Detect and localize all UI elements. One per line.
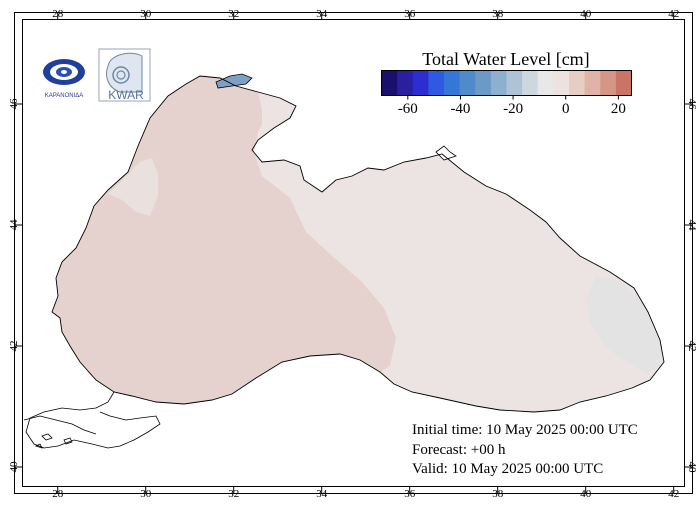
colorbar-cell bbox=[615, 70, 632, 96]
colorbar-cell bbox=[506, 70, 523, 96]
lat-label-left: 42 bbox=[8, 341, 20, 352]
colorbar-cells bbox=[381, 70, 632, 96]
lon-label-top: 38 bbox=[492, 8, 504, 20]
lat-label-right: 40 bbox=[686, 462, 698, 474]
lon-label-bottom: 40 bbox=[580, 488, 592, 500]
lat-label-right: 44 bbox=[686, 220, 698, 232]
sea-surface bbox=[52, 73, 664, 412]
lon-label-top: 30 bbox=[140, 8, 152, 20]
latitude-labels-right: 40 42 44 46 bbox=[686, 99, 698, 474]
colorbar-cell bbox=[381, 70, 398, 96]
longitude-labels-bottom: 28 30 32 34 36 38 40 42 bbox=[52, 488, 679, 500]
colorbar-cell bbox=[428, 70, 445, 96]
logo-right-text: KWAR bbox=[108, 88, 144, 102]
colorbar: Total Water Level [cm] -60 -40 -20 0 20 bbox=[381, 49, 632, 117]
lon-label-bottom: 38 bbox=[492, 488, 504, 500]
colorbar-cell bbox=[522, 70, 539, 96]
colorbar-cell bbox=[537, 70, 554, 96]
colorbar-label: 0 bbox=[562, 101, 570, 117]
lat-label-left: 40 bbox=[8, 461, 20, 473]
lon-label-bottom: 32 bbox=[228, 488, 239, 500]
logo-left-text: ΚΑΡΑΝΟΝΙΔΑ bbox=[45, 93, 84, 99]
colorbar-cell bbox=[569, 70, 586, 96]
colorbar-cell bbox=[490, 70, 507, 96]
colorbar-labels: -60 -40 -20 0 20 bbox=[398, 95, 626, 117]
lon-label-bottom: 28 bbox=[52, 488, 64, 500]
lon-label-bottom: 34 bbox=[316, 488, 328, 500]
colorbar-cell bbox=[412, 70, 429, 96]
kerch-inlet bbox=[435, 145, 457, 161]
lon-label-bottom: 42 bbox=[668, 488, 679, 500]
logo-right: KWAR bbox=[98, 48, 151, 102]
lat-label-right: 46 bbox=[686, 99, 698, 111]
colorbar-cell bbox=[600, 70, 617, 96]
marmara-coast bbox=[23, 391, 161, 449]
coastline bbox=[51, 75, 665, 413]
lon-label-top: 42 bbox=[668, 8, 679, 20]
lat-label-left: 44 bbox=[8, 219, 20, 231]
lat-label-right: 42 bbox=[686, 341, 698, 352]
lon-label-bottom: 36 bbox=[404, 488, 416, 500]
initial-time: Initial time: 10 May 2025 00:00 UTC bbox=[412, 422, 638, 438]
lon-label-top: 34 bbox=[316, 8, 328, 20]
colorbar-cell bbox=[397, 70, 414, 96]
colorbar-label: -20 bbox=[503, 101, 523, 117]
colorbar-label: -40 bbox=[450, 101, 470, 117]
colorbar-cell bbox=[553, 70, 570, 96]
colorbar-cell bbox=[584, 70, 601, 96]
lon-label-top: 36 bbox=[404, 8, 416, 20]
map-frame: 28 30 32 34 36 38 40 42 28 30 32 34 36 38 40 42 40 42 44… bbox=[8, 8, 698, 500]
lon-label-bottom: 30 bbox=[140, 488, 152, 500]
forecast-step: Forecast: +00 h bbox=[412, 442, 506, 458]
latitude-labels-left: 40 42 44 46 bbox=[8, 98, 20, 473]
colorbar-label: -60 bbox=[398, 101, 418, 117]
sea-west-region bbox=[52, 76, 396, 404]
frame-ticks bbox=[14, 12, 693, 494]
azov-lagoon bbox=[215, 73, 253, 89]
sea-north-pale bbox=[258, 92, 296, 132]
sea-pale-patch bbox=[108, 158, 158, 216]
lat-label-left: 46 bbox=[8, 98, 20, 110]
colorbar-cell bbox=[475, 70, 492, 96]
valid-time: Valid: 10 May 2025 00:00 UTC bbox=[412, 461, 603, 477]
colorbar-cell bbox=[444, 70, 461, 96]
lon-label-top: 32 bbox=[228, 8, 239, 20]
colorbar-outline bbox=[381, 70, 632, 96]
sea-east-region bbox=[586, 276, 662, 374]
colorbar-label: 20 bbox=[611, 101, 626, 117]
colorbar-title: Total Water Level [cm] bbox=[422, 49, 589, 69]
lon-label-top: 28 bbox=[52, 8, 64, 20]
colorbar-cell bbox=[459, 70, 476, 96]
longitude-labels-top: 28 30 32 34 36 38 40 42 bbox=[52, 8, 679, 20]
lon-label-top: 40 bbox=[580, 8, 592, 20]
forecast-info: Initial time: 10 May 2025 00:00 UTC Fore… bbox=[412, 422, 638, 477]
logo-left: ΚΑΡΑΝΟΝΙΔΑ bbox=[32, 49, 96, 101]
